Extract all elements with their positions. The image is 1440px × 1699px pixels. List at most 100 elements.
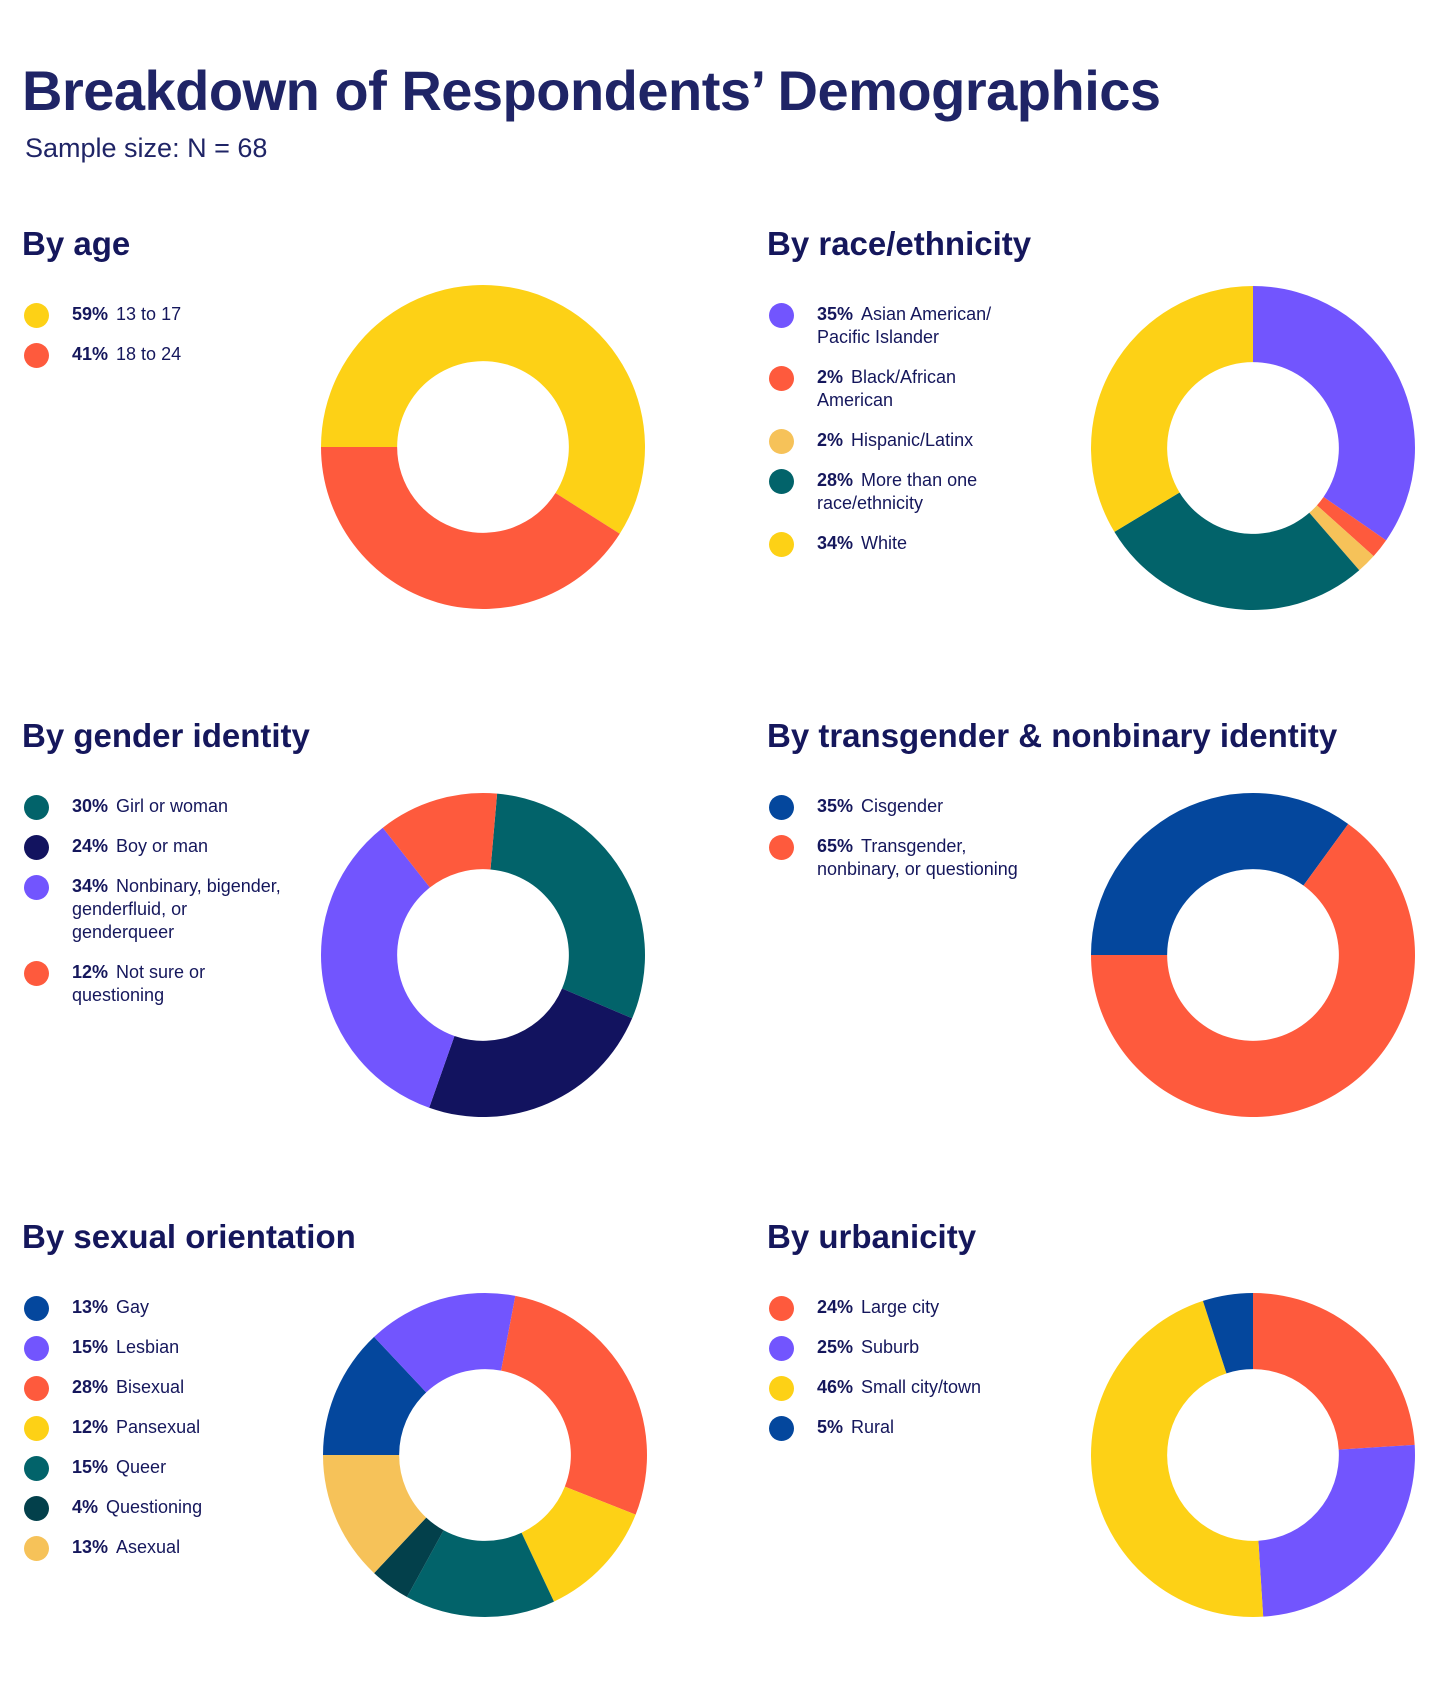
legend-swatch bbox=[24, 1376, 49, 1401]
legend-swatch bbox=[24, 961, 49, 986]
legend-item-not-sure-or-questioning: 12% Not sure or questioning bbox=[22, 961, 282, 1007]
legend-item-large-city: 24% Large city bbox=[767, 1296, 1027, 1321]
legend-percent: 34% bbox=[72, 876, 109, 896]
chart-title: By gender identity bbox=[22, 717, 310, 754]
chart-title: By sexual orientation bbox=[22, 1218, 356, 1255]
legend: 35% Cisgender 65% Transgender, nonbinary, o… bbox=[767, 795, 1027, 898]
donut-svg bbox=[1090, 1293, 1415, 1617]
slice-hispanic-latinx bbox=[1309, 505, 1374, 571]
legend-swatch bbox=[769, 1296, 794, 1321]
slice-boy-or-man bbox=[429, 988, 633, 1117]
legend-percent: 28% bbox=[817, 470, 854, 490]
legend-label: 18 to 24 bbox=[116, 344, 182, 364]
legend-label: Large city bbox=[861, 1297, 940, 1317]
legend: 13% Gay 15% Lesbian 28% Bisexual 12% Pansexual 1… bbox=[22, 1296, 282, 1576]
slice-black-african-american bbox=[1316, 496, 1387, 557]
legend-percent: 30% bbox=[72, 796, 109, 816]
legend-percent: 12% bbox=[72, 962, 109, 982]
legend-item-boy-or-man: 24% Boy or man bbox=[22, 835, 282, 860]
legend-label: More than one race/ethnicity bbox=[817, 470, 978, 513]
slice-bisexual bbox=[501, 1295, 647, 1515]
donut-chart bbox=[1088, 283, 1418, 613]
legend-label: Small city/town bbox=[861, 1377, 982, 1397]
legend-label: Pansexual bbox=[116, 1417, 201, 1437]
legend-item-asexual: 13% Asexual bbox=[22, 1536, 282, 1561]
slice-girl-or-woman bbox=[490, 793, 645, 1019]
legend-label: Questioning bbox=[106, 1497, 203, 1517]
legend-label: Gay bbox=[116, 1297, 150, 1317]
legend-percent: 24% bbox=[72, 836, 109, 856]
gender-identity-panel: By gender identity 30% Girl or woman 24% Bo… bbox=[0, 717, 720, 1177]
legend-percent: 28% bbox=[72, 1377, 109, 1397]
chart-title: By age bbox=[22, 225, 131, 262]
donut-svg bbox=[321, 285, 645, 609]
legend-label: Transgender, nonbinary, or questioning bbox=[817, 836, 1018, 879]
legend-item-queer: 15% Queer bbox=[22, 1456, 282, 1481]
legend-label: Bisexual bbox=[116, 1377, 185, 1397]
donut-chart bbox=[318, 282, 648, 612]
race-ethnicity-panel: By race/ethnicity 35% Asian American/ Pac… bbox=[745, 225, 1440, 685]
legend-item-bisexual: 28% Bisexual bbox=[22, 1376, 282, 1401]
slice-lesbian bbox=[374, 1293, 516, 1393]
slice-white bbox=[1091, 286, 1253, 532]
legend-swatch bbox=[769, 795, 794, 820]
legend-label: Nonbinary, bigender, genderfluid, or gen… bbox=[72, 876, 281, 942]
legend: 59% 13 to 17 41% 18 to 24 bbox=[22, 303, 282, 383]
legend-item-asian-american-pacific-islander: 35% Asian American/ Pacific Islander bbox=[767, 303, 1027, 349]
legend-swatch bbox=[769, 429, 794, 454]
legend-item-pansexual: 12% Pansexual bbox=[22, 1416, 282, 1441]
legend-swatch bbox=[24, 1536, 49, 1561]
slice-nonbinary-bigender-genderfluid-or-genderqueer bbox=[320, 827, 455, 1108]
legend-percent: 15% bbox=[72, 1457, 109, 1477]
slice-transgender-nonbinary-or-questioning bbox=[1091, 823, 1415, 1117]
legend: 35% Asian American/ Pacific Islander 2% Bla… bbox=[767, 303, 1027, 572]
legend-swatch bbox=[769, 366, 794, 391]
legend-percent: 41% bbox=[72, 344, 109, 364]
legend-percent: 5% bbox=[817, 1417, 844, 1437]
chart-title: By transgender & nonbinary identity bbox=[767, 717, 1338, 754]
legend-swatch bbox=[769, 835, 794, 860]
legend-swatch bbox=[769, 303, 794, 328]
legend-swatch bbox=[24, 1336, 49, 1361]
legend-percent: 35% bbox=[817, 796, 854, 816]
legend: 30% Girl or woman 24% Boy or man 34% Nonbinar… bbox=[22, 795, 282, 1024]
legend-label: 13 to 17 bbox=[116, 304, 182, 324]
chart-title: By race/ethnicity bbox=[767, 225, 1032, 262]
slice-cisgender bbox=[1091, 793, 1349, 955]
legend-percent: 46% bbox=[817, 1377, 854, 1397]
legend-percent: 13% bbox=[72, 1297, 109, 1317]
legend-swatch bbox=[769, 532, 794, 557]
transgender-nonbinary-panel: By transgender & nonbinary identity 35% C… bbox=[745, 717, 1440, 1177]
donut-chart bbox=[1088, 1290, 1418, 1620]
legend-swatch bbox=[769, 1416, 794, 1441]
legend-label: Cisgender bbox=[861, 796, 944, 816]
legend-swatch bbox=[769, 469, 794, 494]
legend-percent: 4% bbox=[72, 1497, 99, 1517]
legend-label: Suburb bbox=[861, 1337, 920, 1357]
legend-item-more-than-one-race-ethnicity: 28% More than one race/ethnicity bbox=[767, 469, 1027, 515]
slice-suburb bbox=[1258, 1444, 1415, 1617]
legend-item-cisgender: 35% Cisgender bbox=[767, 795, 1027, 820]
slice-rural bbox=[1202, 1293, 1253, 1374]
donut-svg bbox=[320, 793, 645, 1117]
legend-swatch bbox=[24, 1496, 49, 1521]
legend-swatch bbox=[24, 1296, 49, 1321]
donut-svg bbox=[323, 1293, 647, 1617]
donut-chart bbox=[1088, 790, 1418, 1120]
legend-percent: 2% bbox=[817, 367, 844, 387]
legend-percent: 13% bbox=[72, 1537, 109, 1557]
legend-label: Asian American/ Pacific Islander bbox=[817, 304, 992, 347]
legend-swatch bbox=[24, 835, 49, 860]
legend-label: Rural bbox=[851, 1417, 895, 1437]
legend-swatch bbox=[24, 1456, 49, 1481]
legend-item-lesbian: 15% Lesbian bbox=[22, 1336, 282, 1361]
legend-label: Lesbian bbox=[116, 1337, 180, 1357]
legend-percent: 15% bbox=[72, 1337, 109, 1357]
legend-item-transgender-nonbinary-or-questioning: 65% Transgender, nonbinary, or questionin… bbox=[767, 835, 1027, 881]
legend-item-18-to-24: 41% 18 to 24 bbox=[22, 343, 282, 368]
sample-size-label: Sample size: N = 68 bbox=[25, 133, 268, 163]
chart-title: By urbanicity bbox=[767, 1218, 977, 1255]
legend-percent: 2% bbox=[817, 430, 844, 450]
donut-svg bbox=[1091, 286, 1415, 610]
legend-label: Hispanic/Latinx bbox=[851, 430, 974, 450]
